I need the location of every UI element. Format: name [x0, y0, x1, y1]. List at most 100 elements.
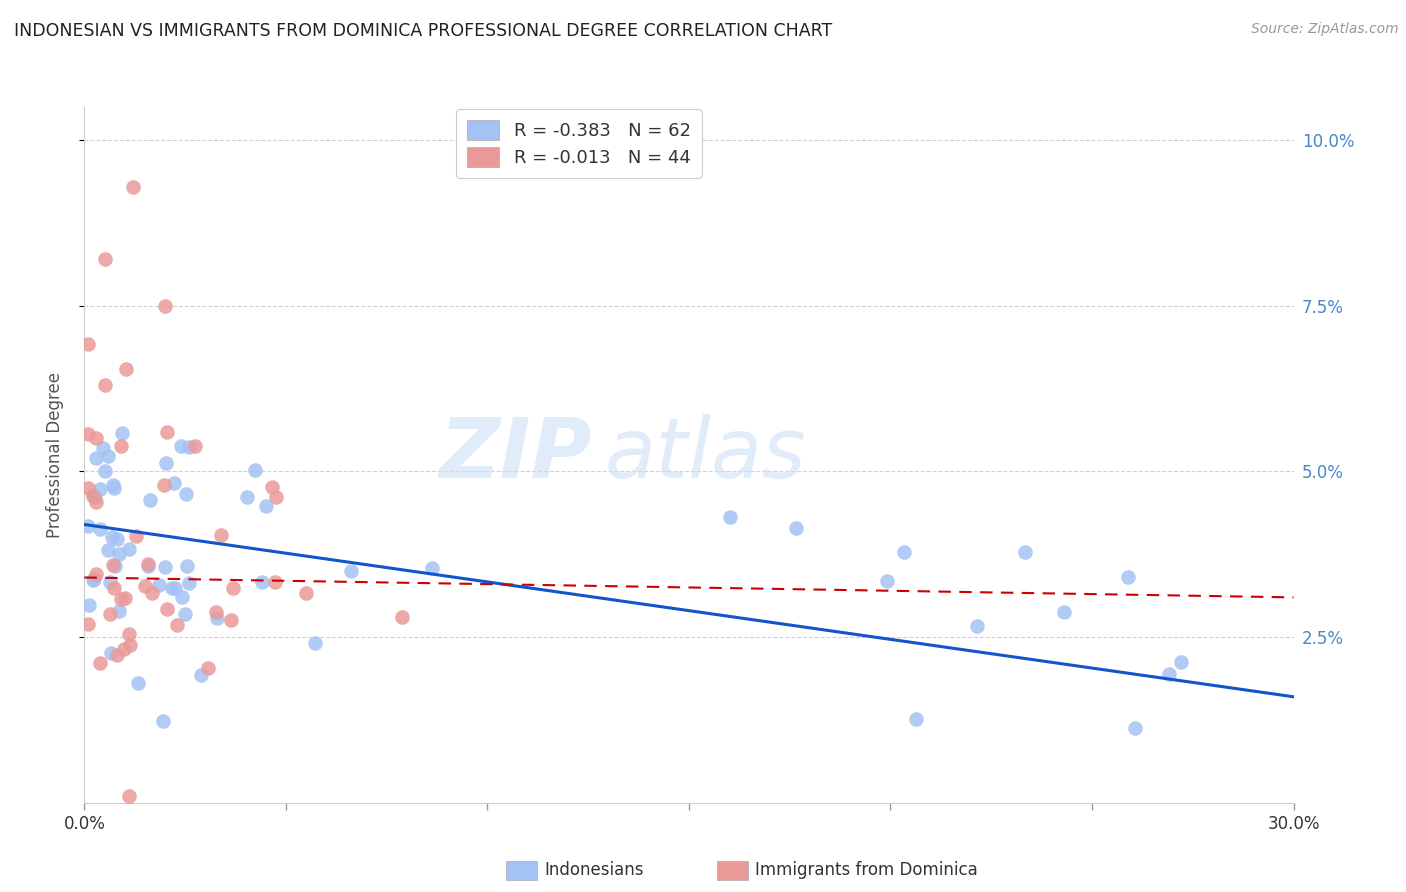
Point: [166, 617, 188, 632]
Point: [1123, 721, 1146, 735]
Legend: R = -0.383   N = 62, R = -0.013   N = 44: R = -0.383 N = 62, R = -0.013 N = 44: [456, 109, 702, 178]
Point: [86, 567, 108, 582]
Point: [153, 478, 176, 492]
Point: [114, 591, 136, 605]
Text: ZIP: ZIP: [440, 415, 592, 495]
Point: [219, 613, 242, 627]
Point: [127, 676, 149, 690]
Point: [89, 656, 111, 670]
Point: [107, 533, 129, 547]
Point: [108, 547, 131, 561]
Point: [121, 179, 143, 194]
Point: [118, 627, 141, 641]
Point: [904, 712, 927, 726]
Point: [155, 456, 177, 470]
Point: [93, 465, 115, 479]
Point: [98, 607, 121, 621]
Point: [295, 586, 318, 600]
Point: [160, 581, 183, 595]
Point: [77, 481, 100, 495]
Point: [1157, 667, 1180, 681]
Point: [105, 648, 128, 663]
Point: [339, 564, 361, 578]
Point: [176, 486, 198, 500]
Point: [250, 574, 273, 589]
Point: [174, 607, 197, 621]
Point: [100, 646, 122, 660]
Point: [108, 604, 131, 618]
Point: [170, 590, 193, 604]
Point: [82, 488, 104, 502]
Point: [115, 362, 138, 376]
Point: [190, 668, 212, 682]
Text: Indonesians: Indonesians: [544, 861, 644, 879]
Point: [77, 617, 100, 632]
Point: [97, 449, 120, 463]
Point: [84, 495, 107, 509]
Text: Source: ZipAtlas.com: Source: ZipAtlas.com: [1251, 22, 1399, 37]
Point: [138, 492, 160, 507]
Point: [82, 573, 104, 587]
Point: [91, 441, 114, 455]
Text: INDONESIAN VS IMMIGRANTS FROM DOMINICA PROFESSIONAL DEGREE CORRELATION CHART: INDONESIAN VS IMMIGRANTS FROM DOMINICA P…: [14, 22, 832, 40]
Point: [876, 574, 898, 589]
Point: [118, 639, 141, 653]
Point: [83, 490, 105, 504]
Point: [718, 510, 741, 524]
Point: [110, 425, 132, 440]
Point: [304, 636, 326, 650]
Point: [391, 610, 413, 624]
Point: [152, 714, 174, 729]
Point: [83, 573, 105, 587]
Point: [77, 598, 100, 612]
Point: [264, 574, 287, 589]
Point: [136, 557, 159, 571]
Point: [254, 499, 277, 513]
Point: [222, 582, 245, 596]
Point: [153, 299, 176, 313]
Point: [104, 558, 127, 573]
Point: [163, 581, 186, 595]
Point: [89, 482, 111, 496]
Point: [163, 475, 186, 490]
Point: [86, 451, 108, 466]
Point: [89, 522, 111, 536]
Point: [170, 439, 193, 453]
Point: [98, 574, 121, 589]
Point: [134, 579, 156, 593]
Point: [103, 558, 125, 572]
Point: [77, 427, 100, 442]
Point: [101, 477, 124, 491]
Point: [893, 545, 915, 559]
Point: [1053, 605, 1076, 619]
Point: [197, 660, 219, 674]
Point: [110, 591, 132, 606]
Point: [141, 586, 163, 600]
Point: [177, 576, 200, 591]
Point: [209, 527, 232, 541]
Point: [1014, 545, 1036, 559]
Point: [204, 605, 226, 619]
Point: [118, 789, 141, 804]
Point: [77, 337, 100, 351]
Point: [93, 378, 115, 392]
Y-axis label: Professional Degree: Professional Degree: [45, 372, 63, 538]
Point: [184, 439, 207, 453]
Point: [1116, 569, 1139, 583]
Point: [1170, 656, 1192, 670]
Point: [264, 490, 287, 504]
Point: [77, 519, 100, 533]
Point: [243, 463, 266, 477]
Point: [97, 542, 120, 557]
Point: [103, 481, 125, 495]
Point: [101, 530, 124, 544]
Text: atlas: atlas: [605, 415, 806, 495]
Point: [86, 431, 108, 445]
Point: [110, 438, 132, 452]
Point: [177, 440, 200, 454]
Point: [785, 521, 807, 535]
Point: [155, 560, 177, 574]
Point: [420, 561, 443, 575]
Point: [156, 425, 179, 439]
Point: [93, 252, 115, 267]
